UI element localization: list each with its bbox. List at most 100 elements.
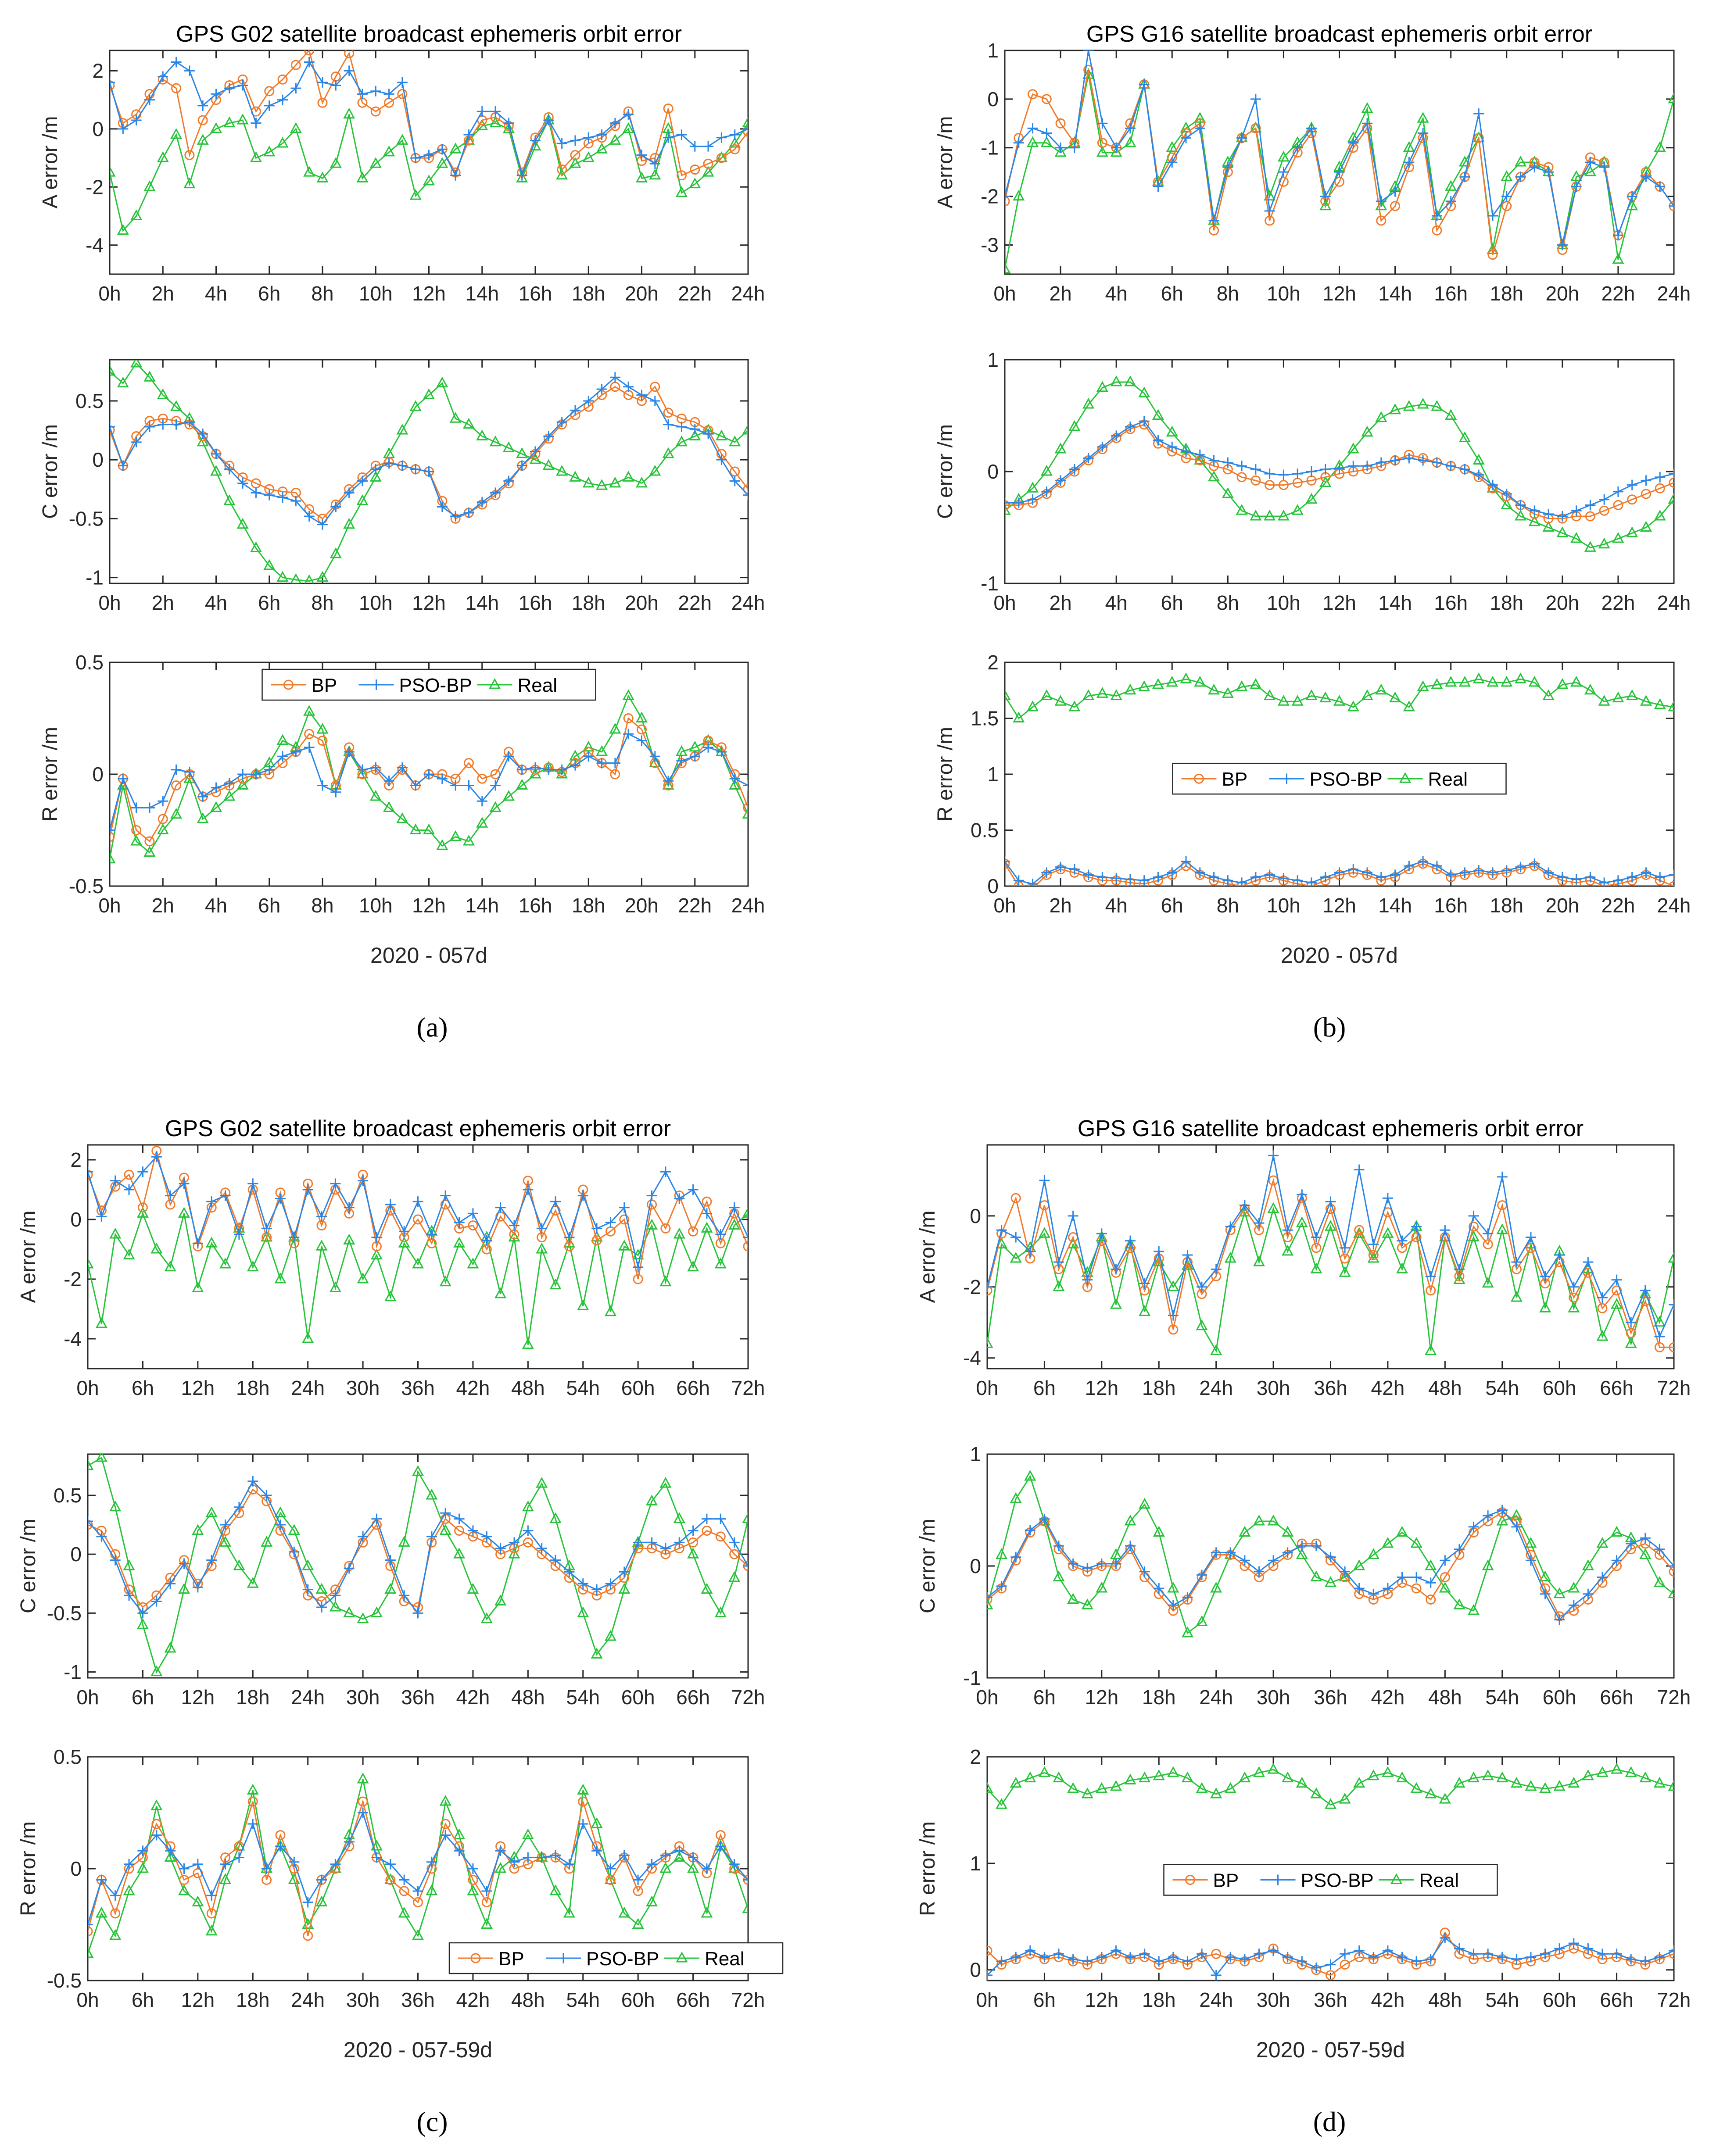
real-point (1096, 687, 1108, 698)
x-tick-label: 2h (152, 894, 174, 917)
pso-bp-point (1181, 856, 1192, 867)
bp-point (290, 60, 301, 70)
real-point (1525, 1537, 1537, 1548)
pso-bp-point (399, 1226, 410, 1237)
pso-bp-point (224, 83, 235, 94)
pso-bp-point (523, 1184, 534, 1195)
real-point (276, 136, 289, 148)
bp-point (304, 50, 315, 56)
pso-bp-point (1097, 118, 1108, 129)
pso-bp-point (1483, 1949, 1494, 1959)
x-tick-label: 24h (731, 282, 765, 305)
pso-bp-point (1612, 875, 1623, 886)
x-axis-label: 2020 - 057-59d (1256, 2038, 1405, 2062)
x-tick-label: 22h (678, 282, 712, 305)
real-point (261, 1536, 273, 1547)
real-point (1153, 1526, 1165, 1537)
pso-bp-point (1292, 142, 1303, 153)
x-tick-label: 8h (311, 894, 333, 917)
real-point (316, 722, 329, 734)
pso-bp-point (703, 141, 714, 152)
bp-point (304, 729, 315, 739)
real-point (1167, 1280, 1179, 1291)
real-point (1152, 409, 1164, 420)
real-point (618, 1906, 631, 1918)
bp-point (137, 1202, 148, 1213)
bp-point (1265, 480, 1275, 490)
pso-bp-point (689, 751, 700, 762)
pso-bp-point (1083, 869, 1094, 880)
pso-bp-point (1239, 1954, 1250, 1965)
pso-bp-point (1282, 1952, 1293, 1963)
pso-bp-point (490, 106, 501, 117)
real-point (1453, 1273, 1465, 1284)
pso-bp-point (1082, 1956, 1093, 1967)
pso-bp-point (151, 1830, 162, 1841)
x-tick-label: 6h (258, 282, 280, 305)
pso-bp-point (1568, 1281, 1579, 1292)
bp-point (171, 780, 182, 790)
pso-bp-point (1268, 1945, 1279, 1956)
pso-bp-point (1348, 137, 1359, 148)
real-point (1396, 1526, 1408, 1537)
pso-bp-point (596, 384, 607, 395)
bp-point (1083, 64, 1094, 75)
pso-bp-point (1557, 240, 1568, 250)
x-tick-label: 18h (572, 894, 605, 917)
pso-bp-point (454, 1845, 465, 1856)
y-tick-label: 0.5 (971, 819, 999, 842)
y-tick-label: 0 (92, 763, 104, 786)
real-point (1584, 541, 1596, 552)
pso-bp-point (330, 80, 341, 91)
pso-bp-point (623, 109, 634, 120)
pso-bp-point (1468, 1521, 1479, 1532)
real-point (1439, 1793, 1451, 1804)
x-tick-label: 16h (519, 894, 552, 917)
pso-bp-point (1278, 167, 1289, 178)
real-point (178, 1884, 190, 1895)
y-tick-label: 0 (92, 448, 104, 471)
x-tick-label: 6h (1033, 1377, 1056, 1399)
bp-point (1209, 225, 1219, 236)
real-point (494, 1287, 507, 1298)
real-point (1067, 1593, 1079, 1604)
real-point (117, 376, 129, 388)
y-tick-label: 0 (970, 1959, 981, 1981)
real-point (436, 157, 448, 168)
real-point (635, 172, 648, 182)
x-tick-label: 54h (1485, 1686, 1519, 1709)
real-point (569, 750, 581, 761)
x-tick-label: 48h (1428, 1988, 1462, 2011)
pso-bp-point (247, 1476, 258, 1487)
pso-bp-point (316, 1874, 327, 1885)
pso-bp-point (206, 1555, 217, 1566)
real-point (1612, 691, 1624, 703)
pso-bp-point (1654, 1952, 1665, 1963)
real-point (398, 1536, 410, 1547)
real-point (1250, 509, 1262, 521)
pso-bp-point (144, 94, 155, 105)
pso-bp-point (171, 764, 182, 775)
pso-bp-point (1585, 157, 1596, 168)
x-tick-label: 60h (1543, 1377, 1576, 1399)
x-tick-label: 42h (1371, 1686, 1405, 1709)
real-point (742, 1902, 748, 1913)
pso-bp-point (715, 1229, 726, 1240)
pso-bp-point (743, 1561, 748, 1571)
pso-bp-point (1111, 1945, 1121, 1956)
real-point (1425, 1344, 1437, 1355)
pso-bp-point (701, 1863, 712, 1874)
pso-bp-point (1053, 1541, 1064, 1552)
y-tick-label: -2 (981, 185, 999, 208)
pso-bp-point (716, 132, 727, 143)
real-point (1054, 146, 1067, 157)
pso-bp-point (605, 1863, 616, 1874)
pso-bp-point (536, 1223, 547, 1234)
x-tick-label: 36h (1314, 1988, 1347, 2011)
real-point (687, 1260, 699, 1272)
pso-bp-point (1515, 862, 1526, 872)
pso-bp-point (1529, 858, 1540, 869)
x-tick-label: 66h (676, 1988, 710, 2011)
bp-point (637, 724, 647, 735)
